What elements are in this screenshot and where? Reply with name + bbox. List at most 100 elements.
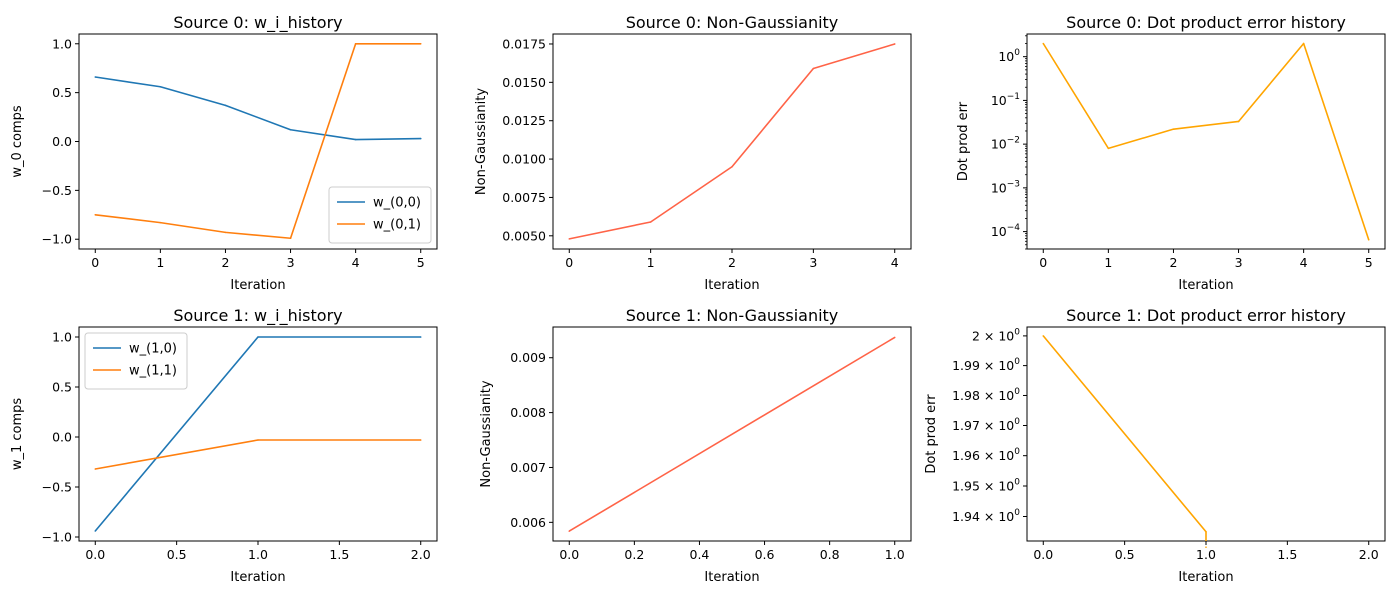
subplot-0: Source 0: w_i_history 0 1 2 3 4 5 −1.0 −0.5 0.0 0.… [10,13,438,293]
data-point [568,530,571,532]
x-axis-label: Iteration [230,278,285,293]
y-tick-label: 0.007 [510,460,546,475]
y-tick-label: −1.0 [42,232,72,247]
y-tick-label: 0.0 [52,134,72,149]
legend-entry: w_(0,0) [373,196,421,211]
x-tick-label: 4 [891,255,899,270]
y-axis-label: w_0 comps [10,105,25,178]
axes-frame [1026,326,1386,542]
chart-title: Source 1: w_i_history [173,306,342,326]
series-line-1 [95,42,421,240]
x-tick-label: 4 [1300,255,1308,270]
data-point [1042,335,1045,337]
y-axis-label: Dot prod err [956,101,971,181]
chart-title: Source 0: w_i_history [173,13,342,33]
y-tick-label: 0.008 [510,405,546,420]
y-tick-label: 0.5 [52,85,72,100]
axes-frame [552,326,912,542]
subplot-4: Source 1: Non-Gaussianity 0.0 0.2 0.4 0.6 0.8… [479,306,912,585]
x-tick-label: 1.0 [1196,547,1216,562]
y-tick-base: 1.95 × 10 [952,479,1014,494]
legend-box [328,186,432,244]
data-point [94,468,97,470]
data-point [419,439,422,441]
y-tick-label: 10−4 [991,223,1020,239]
x-axis-label: Iteration [230,570,285,585]
y-tick-exponent: 0 [1014,48,1020,58]
data-point [1042,42,1045,45]
data-point [1205,546,1207,548]
data-point [731,165,733,168]
y-tick-label: 1.97 × 100 [952,417,1020,433]
data-point [159,85,162,88]
data-point [257,336,259,338]
x-tick-label: 1 [647,255,655,270]
x-tick-label: 0 [1039,255,1047,270]
subplot-3: Source 1: w_i_history 0.0 0.5 1.0 1.5 2.0 −1.0… [10,306,438,585]
y-tick-base: 2 × 10 [972,328,1014,343]
y-tick-base: 1.97 × 10 [952,418,1014,433]
y-tick-label: 1.95 × 100 [952,478,1020,494]
y-tick-base: 10 [991,137,1007,152]
chart-title: Source 1: Non-Gaussianity [626,306,839,325]
data-point [94,76,97,78]
x-tick-label: 3 [1235,255,1243,270]
y-tick-base: 1.94 × 10 [952,509,1014,524]
legend-box [84,332,188,390]
data-point [94,530,97,532]
series-line-0 [568,336,896,532]
data-point [419,336,422,338]
y-tick-exponent: −4 [1007,223,1021,233]
y-tick-label: 0.0125 [502,113,546,128]
data-point [893,43,896,45]
data-point [1367,238,1370,241]
chart-title: Source 0: Dot product error history [1066,13,1346,32]
y-tick-exponent: 0 [1014,417,1020,427]
data-point [1237,120,1240,123]
data-point [289,237,292,240]
y-tick-label: 1.96 × 100 [952,447,1020,463]
series-line-0 [569,43,895,240]
y-tick-label: 0.0100 [502,152,546,167]
x-tick-label: 0.6 [755,547,775,562]
data-point [289,128,292,131]
x-axis-label: Iteration [1178,570,1233,585]
data-point [812,67,815,70]
data-point [354,42,357,45]
y-tick-label: 1.99 × 100 [952,357,1020,373]
data-point [1107,147,1110,150]
series-line-0 [1042,42,1370,241]
y-tick-label: 0.0 [52,430,72,445]
y-tick-exponent: −2 [1007,136,1020,146]
y-tick-base: 10 [991,224,1007,239]
x-axis-label: Iteration [704,570,759,585]
x-tick-label: 0.0 [559,547,579,562]
y-tick-label: 1.0 [52,36,72,51]
y-tick-base: 10 [998,49,1014,64]
y-tick-exponent: 0 [1014,357,1020,367]
x-tick-label: 1.0 [885,547,905,562]
legend: w_(1,0) w_(1,1) [84,332,188,390]
y-tick-label: 0.0075 [502,190,546,205]
x-tick-label: 0 [565,255,573,270]
y-tick-exponent: 0 [1014,387,1020,397]
x-tick-label: 0.4 [690,547,710,562]
legend-entry: w_(0,1) [373,218,421,233]
series-line-0 [95,76,421,141]
x-tick-label: 5 [1365,255,1373,270]
y-tick-label: 0.5 [52,380,72,395]
y-tick-exponent: 0 [1014,447,1020,457]
y-tick-label: −1.0 [42,530,72,545]
y-tick-label: 10−1 [991,92,1020,108]
data-point [94,213,97,216]
data-point [257,439,259,441]
x-tick-label: 3 [287,255,295,270]
chart-title: Source 0: Non-Gaussianity [626,13,839,32]
x-tick-label: 0.5 [1115,547,1135,562]
x-tick-label: 2 [1169,255,1177,270]
y-tick-exponent: 0 [1014,478,1020,488]
data-point [893,336,896,339]
y-tick-label: 1.94 × 100 [952,508,1020,524]
legend: w_(0,0) w_(0,1) [328,186,432,244]
y-tick-label: 1.0 [52,330,72,345]
